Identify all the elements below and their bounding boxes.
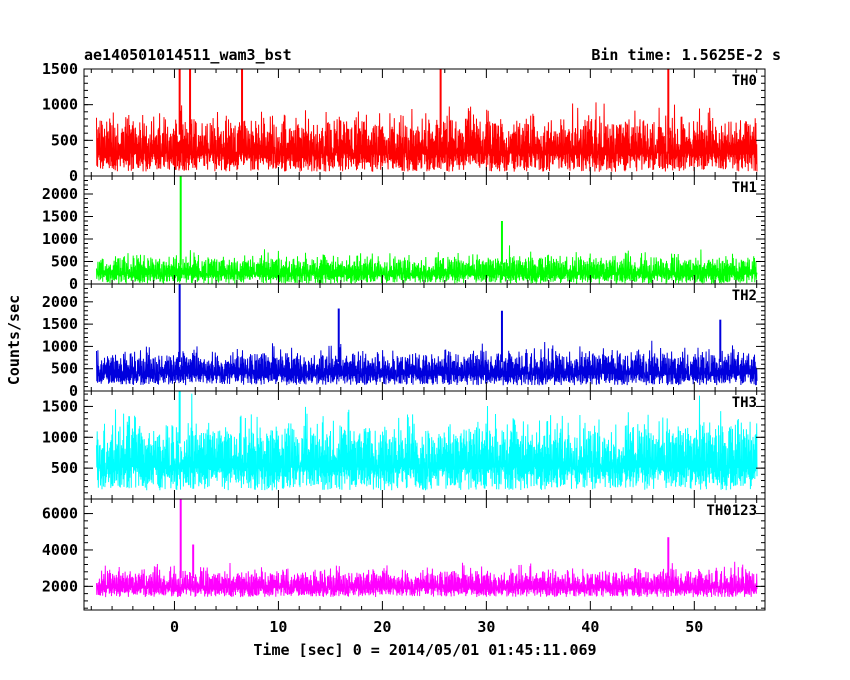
y-tick-label: 0: [69, 167, 78, 185]
y-tick-label: 1500: [42, 208, 78, 226]
y-tick-label: 500: [51, 131, 78, 149]
y-tick-label: 1000: [42, 337, 78, 355]
y-tick-label: 2000: [42, 577, 78, 595]
x-tick-label: 30: [477, 618, 495, 636]
y-tick-label: 500: [51, 459, 78, 477]
panel-th1: 0 500 1000 1500 2000 TH1: [42, 175, 766, 293]
panels-group: 0 500 1000 1500 TH0 0 500 1000 1500 2000 TH1 0 500 10…: [42, 60, 766, 611]
series-line-th0: [96, 102, 758, 172]
series-line-th1: [96, 245, 758, 284]
panel-th0123: 2000 4000 6000 TH0123: [42, 498, 766, 611]
y-tick-label: 500: [51, 253, 78, 271]
y-tick-label: 4000: [42, 541, 78, 559]
y-tick-label: 6000: [42, 505, 78, 523]
y-tick-label: 1000: [42, 96, 78, 114]
panel-frame: [83, 498, 766, 611]
panel-th3: 500 1000 1500 TH3: [42, 390, 766, 500]
y-tick-label: 0: [69, 275, 78, 293]
bin-time-label: Bin time: 1.5625E-2 s: [591, 46, 781, 64]
panel-label-th2: TH2: [732, 288, 757, 304]
y-tick-label: 1500: [42, 60, 78, 78]
panel-th2: 0 500 1000 1500 2000 TH2: [42, 283, 766, 400]
y-tick-label: 500: [51, 360, 78, 378]
panel-label-th1: TH1: [732, 180, 757, 196]
x-tick-label: 50: [685, 618, 703, 636]
x-tick-label: 0: [170, 618, 179, 636]
y-tick-label: 1500: [42, 397, 78, 415]
panel-label-th0123: TH0123: [706, 503, 757, 519]
series-line-th2: [96, 340, 758, 386]
series-line-th3: [96, 393, 758, 491]
y-tick-label: 1500: [42, 315, 78, 333]
y-tick-label: 0: [69, 382, 78, 400]
y-axis-label: Counts/sec: [5, 295, 23, 385]
panel-label-th0: TH0: [732, 73, 757, 89]
x-tick-label: 20: [373, 618, 391, 636]
chart-title: ae140501014511_wam3_bst: [84, 46, 292, 64]
x-tick-label: 40: [581, 618, 599, 636]
y-tick-label: 1000: [42, 230, 78, 248]
y-tick-label: 1000: [42, 428, 78, 446]
y-tick-label: 2000: [42, 185, 78, 203]
x-axis-label: Time [sec] 0 = 2014/05/01 01:45:11.069: [253, 641, 596, 659]
panel-th0: 0 500 1000 1500 TH0: [42, 60, 766, 185]
panel-label-th3: TH3: [732, 395, 757, 411]
series-line-th0123: [96, 561, 758, 598]
x-tick-labels: 0 10 20 30 40 50: [170, 618, 703, 636]
y-tick-label: 2000: [42, 293, 78, 311]
x-tick-label: 10: [269, 618, 287, 636]
